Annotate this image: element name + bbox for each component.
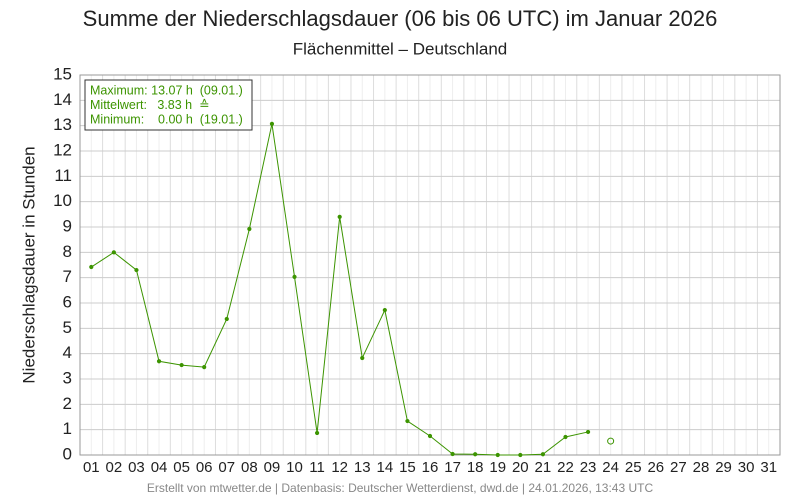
- stats-box-frame: [84, 79, 253, 131]
- x-tick-label: 02: [106, 459, 123, 476]
- footer: Erstellt von mtwetter.de | Datenbasis: D…: [147, 481, 654, 495]
- x-tick-label: 01: [83, 459, 100, 476]
- stats-line: Minimum: 0.00 h (19.01.): [90, 112, 243, 126]
- data-point: [247, 226, 252, 232]
- y-tick-label: 1: [63, 419, 72, 438]
- plot-frame: [79, 74, 781, 456]
- x-tick-label: 19: [489, 459, 506, 476]
- data-point: [292, 274, 297, 280]
- x-tick-label: 29: [715, 459, 732, 476]
- y-tick-label: 14: [53, 90, 72, 109]
- stats-box: Maximum: 13.07 h (09.01.)Mittelwert: 3.8…: [84, 79, 253, 131]
- data-point: [314, 430, 320, 436]
- y-tick-label: 4: [63, 343, 72, 362]
- x-tick-label: 08: [241, 459, 258, 476]
- y-tick-label: 5: [63, 318, 72, 337]
- data-point: [179, 362, 184, 368]
- x-tick-label: 25: [625, 459, 642, 476]
- y-tick-label: 12: [53, 140, 72, 159]
- data-point: [563, 434, 568, 440]
- x-tick-label: 26: [647, 459, 664, 476]
- data-point: [405, 418, 410, 424]
- x-tick-label: 14: [376, 459, 393, 476]
- y-tick-label: 15: [53, 64, 72, 83]
- x-tick-label: 24: [602, 459, 619, 476]
- x-tick-label: 20: [512, 459, 529, 476]
- y-axis-label: Niederschlagsdauer in Stunden: [19, 146, 38, 383]
- x-tick-label: 10: [286, 459, 303, 476]
- x-tick-label: 30: [738, 459, 755, 476]
- x-tick-label: 06: [196, 459, 213, 476]
- data-point: [382, 307, 387, 313]
- data-point: [269, 121, 275, 126]
- x-tick-label: 12: [331, 459, 348, 476]
- stats-line: Mittelwert: 3.83 h ≙: [90, 98, 210, 112]
- x-tick-label: 22: [557, 459, 574, 476]
- data-point: [450, 451, 455, 457]
- data-point: [540, 452, 546, 457]
- x-tick-label: 16: [422, 459, 439, 476]
- x-tick-label: 09: [264, 459, 281, 476]
- data-point: [224, 316, 229, 322]
- x-tick-label: 28: [693, 459, 710, 476]
- y-tick-label: 13: [53, 115, 72, 134]
- x-tick-label: 13: [354, 459, 371, 476]
- x-tick-label: 03: [128, 459, 145, 476]
- chart-title: Summe der Niederschlagsdauer (06 bis 06 …: [83, 6, 718, 31]
- data-point: [518, 452, 523, 458]
- y-tick-label: 10: [53, 191, 72, 210]
- y-tick-label: 9: [63, 216, 72, 235]
- x-tick-label: 05: [173, 459, 190, 476]
- x-tick-label: 27: [670, 459, 687, 476]
- x-tick-label: 07: [218, 459, 235, 476]
- data-point: [473, 452, 478, 457]
- stats-line: Maximum: 13.07 h (09.01.): [90, 83, 243, 97]
- x-tick-label: 21: [535, 459, 552, 476]
- data-point: [607, 437, 615, 445]
- data-point: [585, 429, 591, 435]
- x-tick-label: 31: [760, 459, 777, 476]
- data-point: [337, 214, 342, 219]
- y-tick-label: 3: [63, 368, 72, 387]
- data-point: [134, 267, 139, 273]
- y-tick-label: 6: [63, 292, 72, 311]
- data-point: [360, 355, 365, 361]
- x-tick-label: 04: [151, 459, 168, 476]
- data-point: [495, 452, 500, 458]
- x-tick-label: 23: [580, 459, 597, 476]
- x-tick-label: 18: [467, 459, 484, 476]
- y-tick-label: 0: [63, 444, 72, 463]
- y-tick-label: 8: [63, 242, 72, 261]
- y-tick-label: 7: [63, 267, 72, 286]
- chart-subtitle: Flächenmittel – Deutschland: [293, 39, 508, 58]
- data-point: [111, 250, 116, 255]
- y-tick-label: 2: [63, 394, 72, 413]
- y-tick-label: 11: [54, 166, 72, 185]
- data-point: [202, 364, 207, 370]
- data-point: [427, 433, 433, 439]
- x-tick-label: 17: [444, 459, 461, 476]
- x-tick-label: 11: [309, 459, 325, 476]
- data-point: [89, 264, 94, 270]
- data-point: [156, 359, 162, 364]
- x-tick-label: 15: [399, 459, 416, 476]
